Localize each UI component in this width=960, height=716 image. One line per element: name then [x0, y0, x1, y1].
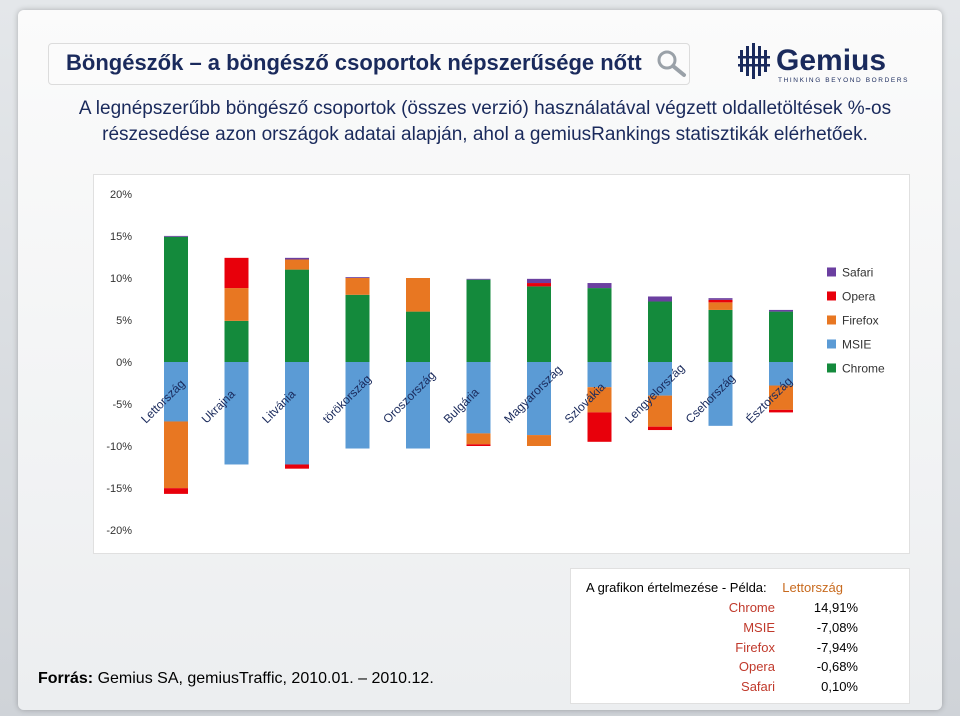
source-note: Forrás: Gemius SA, gemiusTraffic, 2010.0…: [38, 670, 434, 688]
bar-opera: [285, 464, 309, 469]
page-title: Böngészők – a böngésző csoportok népszer…: [66, 50, 642, 75]
bar-chrome: [224, 320, 249, 362]
source-label: Forrás:: [38, 670, 94, 687]
bar-firefox: [164, 421, 188, 489]
legend-swatch-safari: [827, 267, 836, 277]
bar-chrome: [648, 301, 672, 362]
bar-chrome: [708, 309, 733, 362]
bar-opera: [648, 426, 672, 431]
chart-area: 20% 15% 10% 5% 0% -5% -10% -15% -20% Lettország Uk…: [93, 174, 910, 554]
y-tick-label: 0%: [116, 357, 132, 369]
y-tick-label: -5%: [112, 399, 132, 411]
example-heading-country: Lettország: [782, 580, 843, 595]
bar-firefox: [345, 278, 370, 295]
stacked-bar-chart: 20%15%10%5%0%-5%-10%-15%-20%Lettország Uk…: [106, 189, 885, 537]
bar-opera: [769, 409, 793, 413]
y-tick-label: -15%: [106, 483, 132, 495]
bar-msie: [527, 362, 551, 436]
legend-label: Opera: [842, 289, 876, 303]
legend-label: MSIE: [842, 337, 871, 351]
legend-swatch-opera: [827, 291, 836, 301]
bar-chrome: [527, 286, 551, 362]
bar-safari: [708, 298, 733, 300]
bar-firefox: [648, 395, 672, 427]
bar-firefox: [406, 278, 430, 312]
bar-chrome: [769, 311, 793, 362]
y-tick-label: 10%: [110, 273, 132, 285]
legend-swatch-chrome: [827, 363, 836, 373]
bar-chrome: [466, 279, 491, 362]
bar-chrome: [285, 269, 309, 362]
subtitle-line-1: A legnépszerűbb böngésző csoportok (össz…: [78, 98, 892, 119]
bar-opera: [587, 412, 612, 442]
example-row-name: Safari: [741, 679, 775, 695]
bar-msie: [345, 362, 370, 449]
legend-label: Chrome: [842, 361, 885, 375]
example-heading-label: A grafikon értelmezése - Példa:: [586, 580, 767, 595]
example-row-name: Firefox: [735, 639, 775, 655]
bar-safari: [769, 309, 793, 312]
bar-safari: [587, 283, 612, 289]
legend-swatch-firefox: [827, 315, 836, 325]
y-tick-label: -20%: [106, 525, 132, 537]
bar-msie: [708, 362, 733, 426]
bar-firefox: [466, 433, 491, 445]
example-row-value: -7,08%: [816, 619, 858, 635]
bar-opera: [466, 444, 491, 446]
example-row-value: 0,10%: [821, 679, 858, 695]
example-heading: A grafikon értelmezése - Példa: Lettorsz…: [586, 580, 843, 595]
title-box: [48, 43, 690, 85]
y-tick-label: 15%: [110, 231, 132, 243]
bar-safari: [285, 257, 309, 260]
subtitle-line-2: részesedése azon országok adatai alapján…: [102, 124, 868, 145]
y-tick-label: 20%: [110, 189, 132, 201]
bar-msie: [648, 362, 672, 396]
bar-chrome: [345, 294, 370, 362]
bar-firefox: [708, 302, 733, 310]
bar-firefox: [224, 288, 249, 321]
bar-msie: [466, 362, 491, 434]
bar-safari: [345, 277, 370, 278]
bar-chrome: [406, 311, 430, 362]
bar-firefox: [285, 259, 309, 270]
legend-swatch-msie: [827, 339, 836, 349]
bar-msie: [285, 362, 309, 465]
bar-msie: [406, 362, 430, 449]
source-text: Gemius SA, gemiusTraffic, 2010.01. – 201…: [97, 670, 434, 687]
bar-opera: [527, 283, 551, 287]
bar-chrome: [587, 288, 612, 362]
gemius-logo: Gemius THINKING BEYOND BORDERS: [738, 40, 920, 86]
bar-opera: [164, 488, 188, 494]
bar-msie: [587, 362, 612, 388]
example-row-value: 14,91%: [813, 600, 858, 615]
example-row-value: -7,94%: [816, 639, 858, 655]
bar-opera: [708, 299, 733, 303]
bar-safari: [164, 235, 188, 237]
example-row-name: Chrome: [728, 600, 775, 615]
example-row-name: MSIE: [743, 619, 775, 635]
legend-label: Safari: [842, 265, 873, 279]
bar-msie: [224, 362, 249, 465]
logo-tagline: THINKING BEYOND BORDERS: [778, 77, 909, 84]
bar-msie: [164, 362, 188, 422]
legend-label: Firefox: [842, 313, 879, 327]
example-row-name: Opera: [738, 659, 775, 675]
y-tick-label: -10%: [106, 441, 132, 453]
bar-msie: [769, 362, 793, 386]
bar-safari: [466, 278, 491, 280]
bar-firefox: [527, 435, 551, 446]
example-row-value: -0,68%: [816, 659, 858, 675]
bar-safari: [527, 278, 551, 284]
bar-firefox: [769, 385, 793, 410]
magnifier-icon: [657, 50, 686, 77]
gemius-logo-icon: Gemius THINKING BEYOND BORDERS: [738, 43, 909, 84]
bar-safari: [648, 296, 672, 302]
bar-chrome: [164, 236, 188, 362]
example-box: [570, 568, 910, 704]
bar-opera: [224, 257, 249, 289]
logo-text: Gemius: [776, 44, 886, 77]
bar-firefox: [587, 387, 612, 413]
y-tick-label: 5%: [116, 315, 132, 327]
